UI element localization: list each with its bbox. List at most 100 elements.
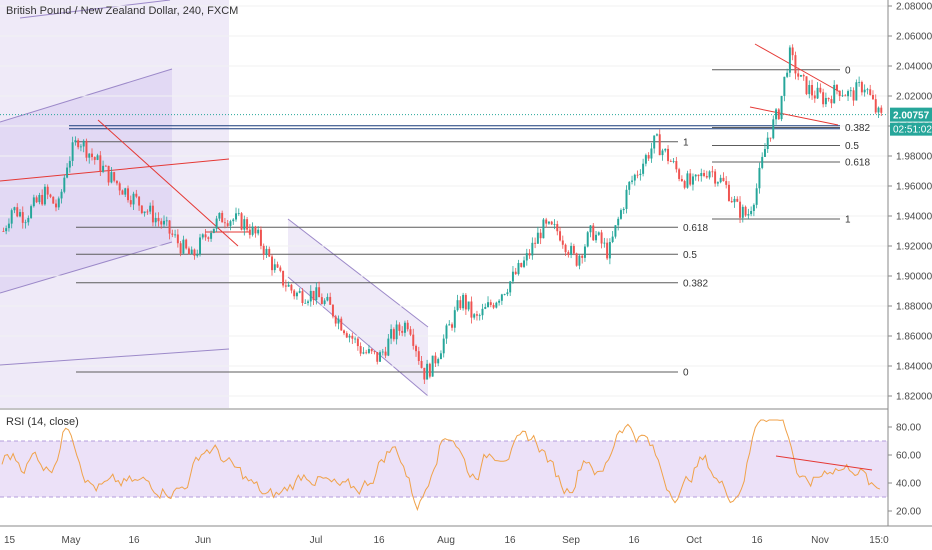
x-tick-label: Jun <box>195 535 211 546</box>
candle-body <box>597 232 600 235</box>
candle-body <box>71 142 74 161</box>
candle-body <box>752 204 755 211</box>
candle-body <box>531 242 534 256</box>
candle-body <box>863 89 866 93</box>
candle-body <box>182 239 185 254</box>
candle-body <box>55 203 57 208</box>
candle-body <box>694 174 697 177</box>
candle-body <box>600 232 603 244</box>
candle-body <box>243 219 246 230</box>
candle-body <box>805 76 808 95</box>
candle-body <box>295 292 298 297</box>
candle-body <box>716 182 719 184</box>
candle-body <box>606 242 609 259</box>
candle-body <box>354 338 357 340</box>
candle-body <box>475 314 478 316</box>
candle-body <box>811 85 814 96</box>
x-tick-label: 16 <box>751 535 763 546</box>
candle-body <box>725 181 728 185</box>
candle-body <box>7 223 10 229</box>
candle-body <box>428 363 431 377</box>
candle-body <box>700 173 703 177</box>
candle-body <box>464 294 467 310</box>
candle-body <box>517 263 520 275</box>
candle-body <box>642 163 645 174</box>
rsi-tick-label: 20.00 <box>896 507 921 518</box>
candle-body <box>138 196 141 206</box>
candle-body <box>135 193 138 197</box>
candle-body <box>293 290 296 297</box>
candle-body <box>775 109 778 120</box>
candle-body <box>727 184 730 201</box>
candle-body <box>2 231 5 232</box>
candle-body <box>240 213 243 230</box>
x-tick-label: 15:0 <box>869 535 889 546</box>
rsi-tick-label: 40.00 <box>896 479 921 490</box>
price-tick-label: 2.08000 <box>896 2 932 13</box>
candle-body <box>212 228 215 233</box>
x-tick-label: May <box>62 535 81 546</box>
x-tick-label: 16 <box>504 535 516 546</box>
price-tick-label: 2.06000 <box>896 32 932 43</box>
candle-body <box>387 338 390 356</box>
candle-body <box>680 178 683 182</box>
candle-body <box>229 221 232 226</box>
candle-body <box>824 97 827 105</box>
candle-body <box>157 218 160 222</box>
candle-body <box>719 177 722 183</box>
candle-body <box>282 270 285 286</box>
candle-body <box>337 318 340 324</box>
candle-body <box>232 219 235 222</box>
candle-body <box>669 161 672 162</box>
candle-body <box>442 338 445 354</box>
candle-body <box>340 318 343 331</box>
candle-body <box>110 172 113 183</box>
price-tick-label: 1.90000 <box>896 272 932 283</box>
price-axis[interactable]: 2.080002.060002.040002.020002.000001.980… <box>887 0 932 550</box>
price-tick-label: 1.88000 <box>896 302 932 313</box>
candle-body <box>874 99 877 113</box>
candle-body <box>473 314 476 318</box>
candle-body <box>589 225 592 233</box>
candle-body <box>146 211 149 213</box>
candle-body <box>586 232 589 247</box>
candle-body <box>235 213 237 220</box>
candle-body <box>21 212 24 223</box>
candle-body <box>343 330 346 334</box>
candle-body <box>85 140 88 158</box>
rsi-line <box>1 419 881 512</box>
candle-body <box>345 333 348 338</box>
candle-body <box>487 302 490 308</box>
price-tick-label: 2.04000 <box>896 62 932 73</box>
candle-body <box>658 134 661 156</box>
candle-body <box>841 95 844 97</box>
candle-body <box>218 212 221 219</box>
candle-body <box>655 134 658 136</box>
candle-body <box>783 76 786 96</box>
candle-body <box>323 300 326 305</box>
last-price-tag: 2.00757 02:51:02 <box>890 107 932 136</box>
channel-outer-upper-line <box>19 0 171 19</box>
candle-body <box>284 285 287 287</box>
candle-body <box>273 264 276 271</box>
candle-body <box>27 217 30 223</box>
candle-body <box>68 160 71 168</box>
candle-body <box>420 361 423 368</box>
x-tick-label: Aug <box>437 535 455 546</box>
candle-body <box>356 338 359 347</box>
candle-body <box>63 177 66 192</box>
candle-body <box>622 208 625 211</box>
price-tick-label: 2.02000 <box>896 92 932 103</box>
candle-body <box>736 198 739 202</box>
candle-body <box>481 308 484 316</box>
time-axis[interactable]: 15 May 16 Jun Jul 16 Aug 16 Sep 16 Oct 16 Nov 15:0 <box>0 525 932 550</box>
candle-body <box>525 253 528 261</box>
candle-body <box>777 109 780 120</box>
candle-body <box>365 352 368 354</box>
candle-body <box>13 207 16 211</box>
candle-body <box>417 351 420 362</box>
candle-body <box>254 226 257 234</box>
candle-body <box>763 149 766 157</box>
candle-body <box>603 242 606 244</box>
